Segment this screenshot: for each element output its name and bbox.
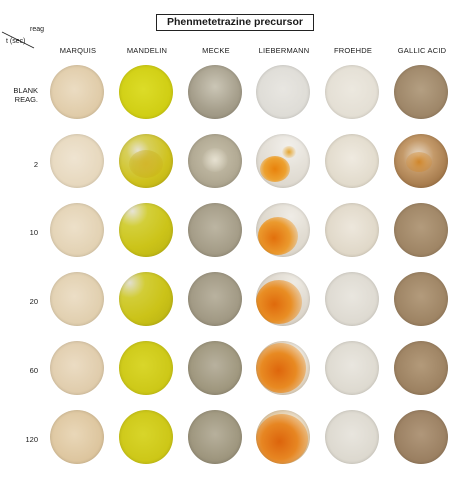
well-froehde-120s <box>325 410 379 464</box>
well-froehde-2s <box>325 134 379 188</box>
well-gallic-acid-120s <box>394 410 448 464</box>
row-label-20s: 20 <box>29 297 38 306</box>
column-header-mecke: MECKE <box>202 46 230 55</box>
well-gallic-acid-2s <box>394 134 448 188</box>
well-froehde-20s <box>325 272 379 326</box>
well-mecke-60s <box>188 341 242 395</box>
well-liebermann-10s <box>256 203 310 257</box>
column-header-froehde: FROEHDE <box>333 46 373 55</box>
row-label-60s: 60 <box>29 366 38 375</box>
well-gallic-acid-20s <box>394 272 448 326</box>
column-header-marquis: MARQUIS <box>59 46 97 55</box>
well-mandelin-20s <box>119 272 173 326</box>
column-header-gallic-acid: GALLIC ACID <box>397 46 447 55</box>
well-marquis-2s <box>50 134 104 188</box>
well-marquis-120s <box>50 410 104 464</box>
well-liebermann-blank <box>256 65 310 119</box>
well-mandelin-120s <box>119 410 173 464</box>
well-marquis-20s <box>50 272 104 326</box>
well-mecke-blank <box>188 65 242 119</box>
column-header-liebermann: LIEBERMANN <box>258 46 310 55</box>
well-mecke-20s <box>188 272 242 326</box>
well-froehde-blank <box>325 65 379 119</box>
page-title: Phenmetetrazine precursor <box>156 14 314 31</box>
row-label-2s: 2 <box>33 160 38 169</box>
well-mecke-10s <box>188 203 242 257</box>
well-marquis-10s <box>50 203 104 257</box>
column-header-mandelin: MANDELIN <box>126 46 168 55</box>
well-gallic-acid-blank <box>394 65 448 119</box>
well-mandelin-60s <box>119 341 173 395</box>
well-mecke-120s <box>188 410 242 464</box>
row-label-120s: 120 <box>25 435 38 444</box>
corner-reag-label: reag <box>30 26 45 33</box>
row-label-blank: BLANK REAG. <box>13 86 38 104</box>
well-mecke-2s <box>188 134 242 188</box>
well-froehde-60s <box>325 341 379 395</box>
well-liebermann-20s <box>256 272 310 326</box>
corner-divider <box>1 31 35 49</box>
row-label-10s: 10 <box>29 228 38 237</box>
well-marquis-60s <box>50 341 104 395</box>
well-mandelin-2s <box>119 134 173 188</box>
well-gallic-acid-60s <box>394 341 448 395</box>
well-marquis-blank <box>50 65 104 119</box>
well-mandelin-10s <box>119 203 173 257</box>
well-liebermann-60s <box>256 341 310 395</box>
well-mandelin-blank <box>119 65 173 119</box>
well-liebermann-2s <box>256 134 310 188</box>
well-froehde-10s <box>325 203 379 257</box>
well-liebermann-120s <box>256 410 310 464</box>
corner-time-label: t (sec) <box>6 38 26 45</box>
well-gallic-acid-10s <box>394 203 448 257</box>
